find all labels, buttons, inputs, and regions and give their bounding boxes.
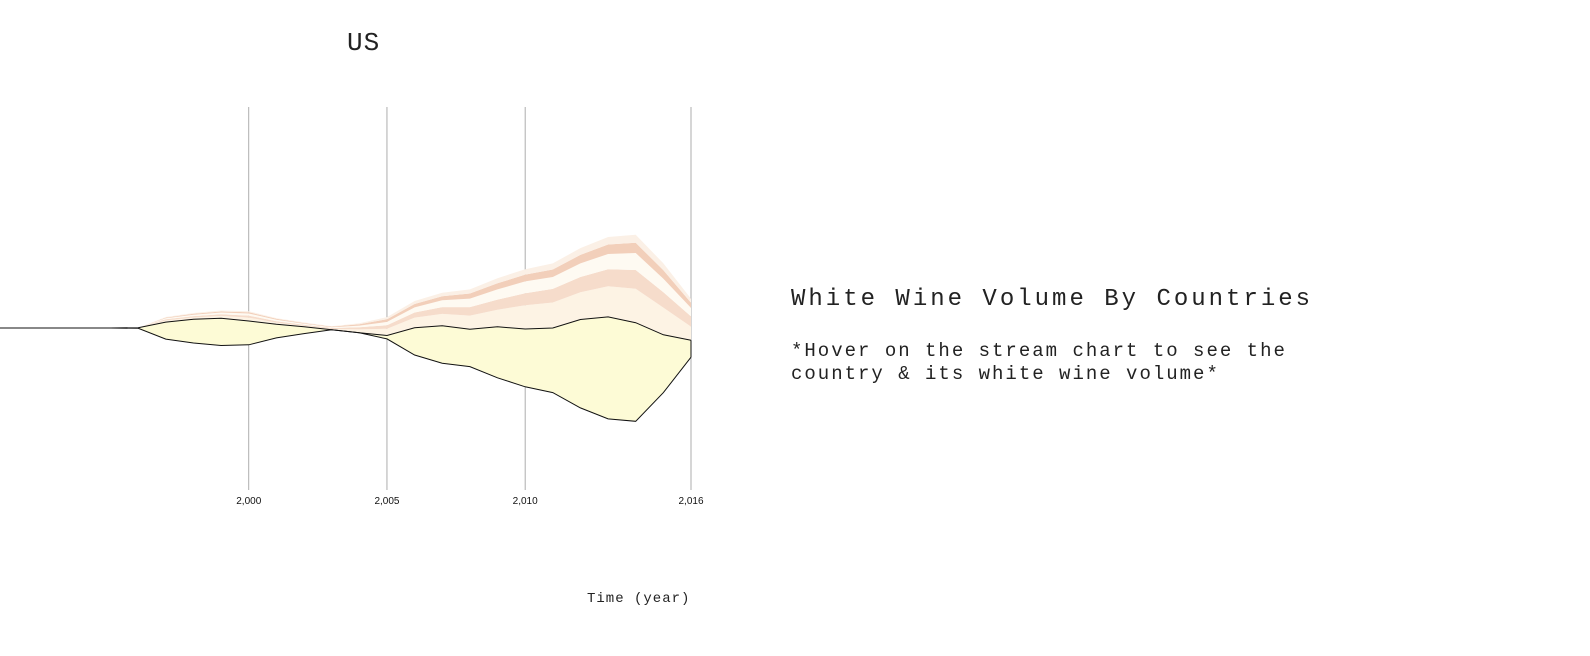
stream-layer-2[interactable]: [0, 269, 691, 330]
country-title: US: [347, 28, 381, 58]
highlight-lower-edge: [0, 327, 692, 422]
x-tick-label-2005: 2,005: [374, 496, 399, 507]
x-tick-label-2000: 2,000: [236, 496, 261, 507]
stream-layers[interactable]: [0, 234, 691, 422]
highlighted-series-outline: [0, 316, 692, 422]
x-axis-label: Time (year): [587, 591, 691, 607]
info-title: White Wine Volume By Countries: [791, 286, 1314, 313]
stream-layer-3[interactable]: [0, 253, 691, 328]
x-tick-label-2010: 2,010: [513, 496, 538, 507]
stream-layer-4[interactable]: [0, 242, 691, 328]
x-axis-ticks: 2,000 2,005 2,010 2,016: [236, 496, 704, 507]
info-hint: *Hover on the stream chart to see the co…: [791, 340, 1287, 385]
stream-layer-1[interactable]: [0, 286, 691, 341]
stream-layer-0[interactable]: [0, 316, 691, 422]
x-tick-label-2016: 2,016: [678, 496, 703, 507]
stream-chart[interactable]: 2,000 2,005 2,010 2,016: [0, 0, 720, 560]
